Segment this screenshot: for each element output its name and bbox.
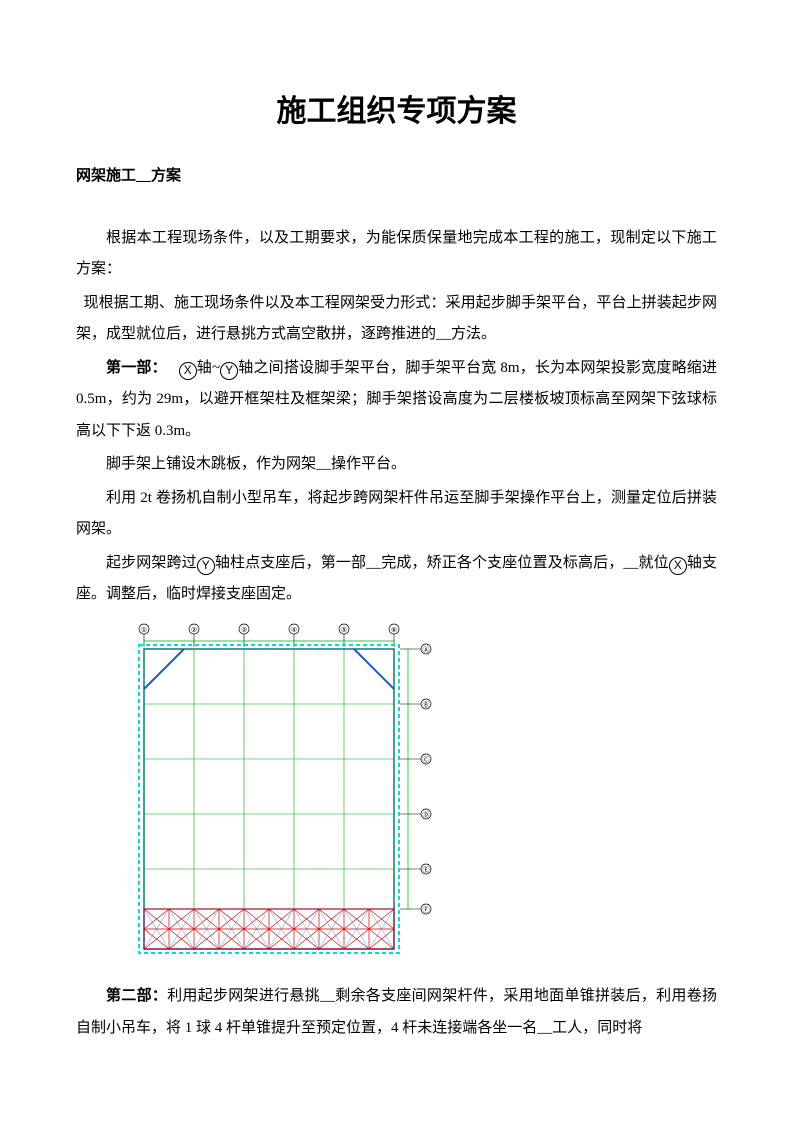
svg-text:Ⓒ: Ⓒ: [423, 756, 430, 764]
circled-x-icon: X: [179, 362, 197, 380]
paragraph-4: 利用 2t 卷扬机自制小型吊车，将起步跨网架杆件吊运至脚手架操作平台上，测量定位…: [76, 483, 717, 546]
section-2-label: 第二部：: [106, 988, 167, 1004]
svg-text:Ⓑ: Ⓑ: [423, 701, 430, 709]
section-1-label: 第一部：: [106, 360, 167, 376]
section-2: 第二部：利用起步网架进行悬挑__剩余各支座间网架杆件，采用地面单锥拼装后，利用卷…: [76, 981, 717, 1044]
svg-text:③: ③: [241, 626, 247, 634]
svg-text:Ⓓ: Ⓓ: [423, 811, 430, 819]
svg-text:⑤: ⑤: [341, 626, 347, 634]
paragraph-1: 根据本工程现场条件，以及工期要求，为能保质保量地完成本工程的施工，现制定以下施工…: [76, 223, 717, 286]
p5-a: 起步网架跨过: [106, 555, 197, 571]
svg-text:Ⓐ: Ⓐ: [423, 646, 430, 654]
circled-y-icon: Y: [220, 362, 238, 380]
plan-diagram: ① ② ③ ④ ⑤ ⑥ Ⓐ Ⓑ Ⓒ Ⓓ Ⓔ Ⓕ: [114, 621, 717, 974]
svg-text:⑥: ⑥: [391, 626, 397, 634]
subtitle: 网架施工__方案: [76, 161, 717, 193]
section-1: 第一部： X轴~Y轴之间搭设脚手架平台，脚手架平台宽 8m，长为本网架投影宽度略…: [76, 353, 717, 448]
svg-text:④: ④: [291, 626, 297, 634]
s1-text-b: 轴之间搭设脚手架平台，脚手架平台宽 8m，长为本网架投影宽度略缩进 0.5m，约…: [76, 360, 717, 439]
circled-x-icon: X: [669, 557, 687, 575]
svg-text:①: ①: [141, 626, 147, 634]
plan-diagram-svg: ① ② ③ ④ ⑤ ⑥ Ⓐ Ⓑ Ⓒ Ⓓ Ⓔ Ⓕ: [114, 621, 434, 961]
paragraph-5: 起步网架跨过Y轴柱点支座后，第一部__完成，矫正各个支座位置及标高后，__就位X…: [76, 548, 717, 611]
s1-text-a: 轴~: [197, 360, 221, 376]
page-title: 施工组织专项方案: [76, 80, 717, 143]
paragraph-2: 现根据工期、施工现场条件以及本工程网架受力形式：采用起步脚手架平台，平台上拼装起…: [76, 288, 717, 351]
svg-text:Ⓕ: Ⓕ: [423, 906, 430, 914]
paragraph-3: 脚手架上铺设木跳板，作为网架__操作平台。: [76, 449, 717, 481]
s2-text: 利用起步网架进行悬挑__剩余各支座间网架杆件，采用地面单锥拼装后，利用卷扬自制小…: [76, 988, 717, 1036]
svg-text:②: ②: [191, 626, 197, 634]
svg-text:Ⓔ: Ⓔ: [423, 866, 430, 874]
p5-b: 轴柱点支座后，第一部__完成，矫正各个支座位置及标高后，__就位: [215, 555, 669, 571]
circled-y-icon: Y: [197, 557, 215, 575]
